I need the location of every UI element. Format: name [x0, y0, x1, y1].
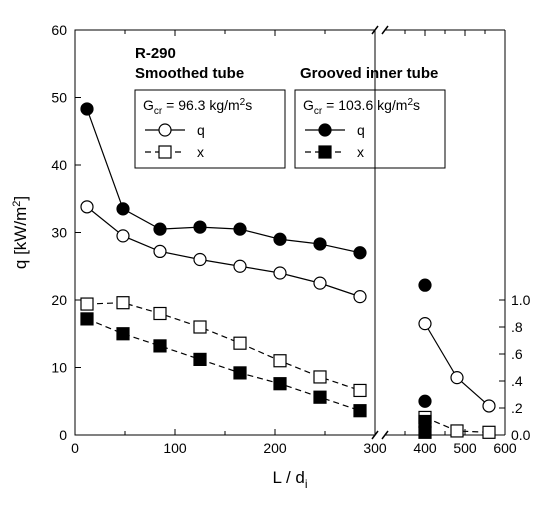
- chart-title-2b: Grooved inner tube: [300, 65, 438, 82]
- legend-item-label: q: [357, 122, 365, 138]
- y-left-tick-label: 60: [51, 22, 67, 38]
- x-tick-label: 400: [413, 440, 437, 456]
- x-tick-label: 200: [263, 440, 287, 456]
- y-left-tick-label: 20: [51, 292, 67, 308]
- chart-svg: 010020030040050060001020304050600.0.2.4.…: [0, 0, 533, 507]
- x-axis-title: L / di: [272, 468, 307, 491]
- y-left-tick-label: 10: [51, 360, 67, 376]
- legend-item-label: x: [197, 144, 204, 160]
- chart-title-2a: Smoothed tube: [135, 65, 244, 82]
- x-tick-label: 300: [363, 440, 387, 456]
- y-right-tick-label: .8: [511, 319, 523, 335]
- chart-container: 010020030040050060001020304050600.0.2.4.…: [0, 0, 533, 507]
- y-left-tick-label: 0: [59, 427, 67, 443]
- series-line: [425, 324, 489, 406]
- y-axis-title: q [kW/m2]: [11, 196, 30, 269]
- y-left-tick-label: 40: [51, 157, 67, 173]
- x-tick-label: 0: [71, 440, 79, 456]
- y-right-tick-label: .2: [511, 400, 523, 416]
- legend-header: Gcr = 96.3 kg/m2s: [143, 97, 252, 117]
- legend-item-label: x: [357, 144, 364, 160]
- y-right-tick-label: 0.0: [511, 427, 531, 443]
- x-tick-label: 100: [163, 440, 187, 456]
- legend-header: Gcr = 103.6 kg/m2s: [303, 97, 420, 117]
- chart-title-1: R-290: [135, 45, 176, 62]
- x-tick-label: 500: [453, 440, 477, 456]
- y-right-tick-label: 1.0: [511, 292, 531, 308]
- legend-item-label: q: [197, 122, 205, 138]
- y-right-tick-label: .6: [511, 346, 523, 362]
- y-left-tick-label: 50: [51, 90, 67, 106]
- y-left-tick-label: 30: [51, 225, 67, 241]
- y-right-tick-label: .4: [511, 373, 523, 389]
